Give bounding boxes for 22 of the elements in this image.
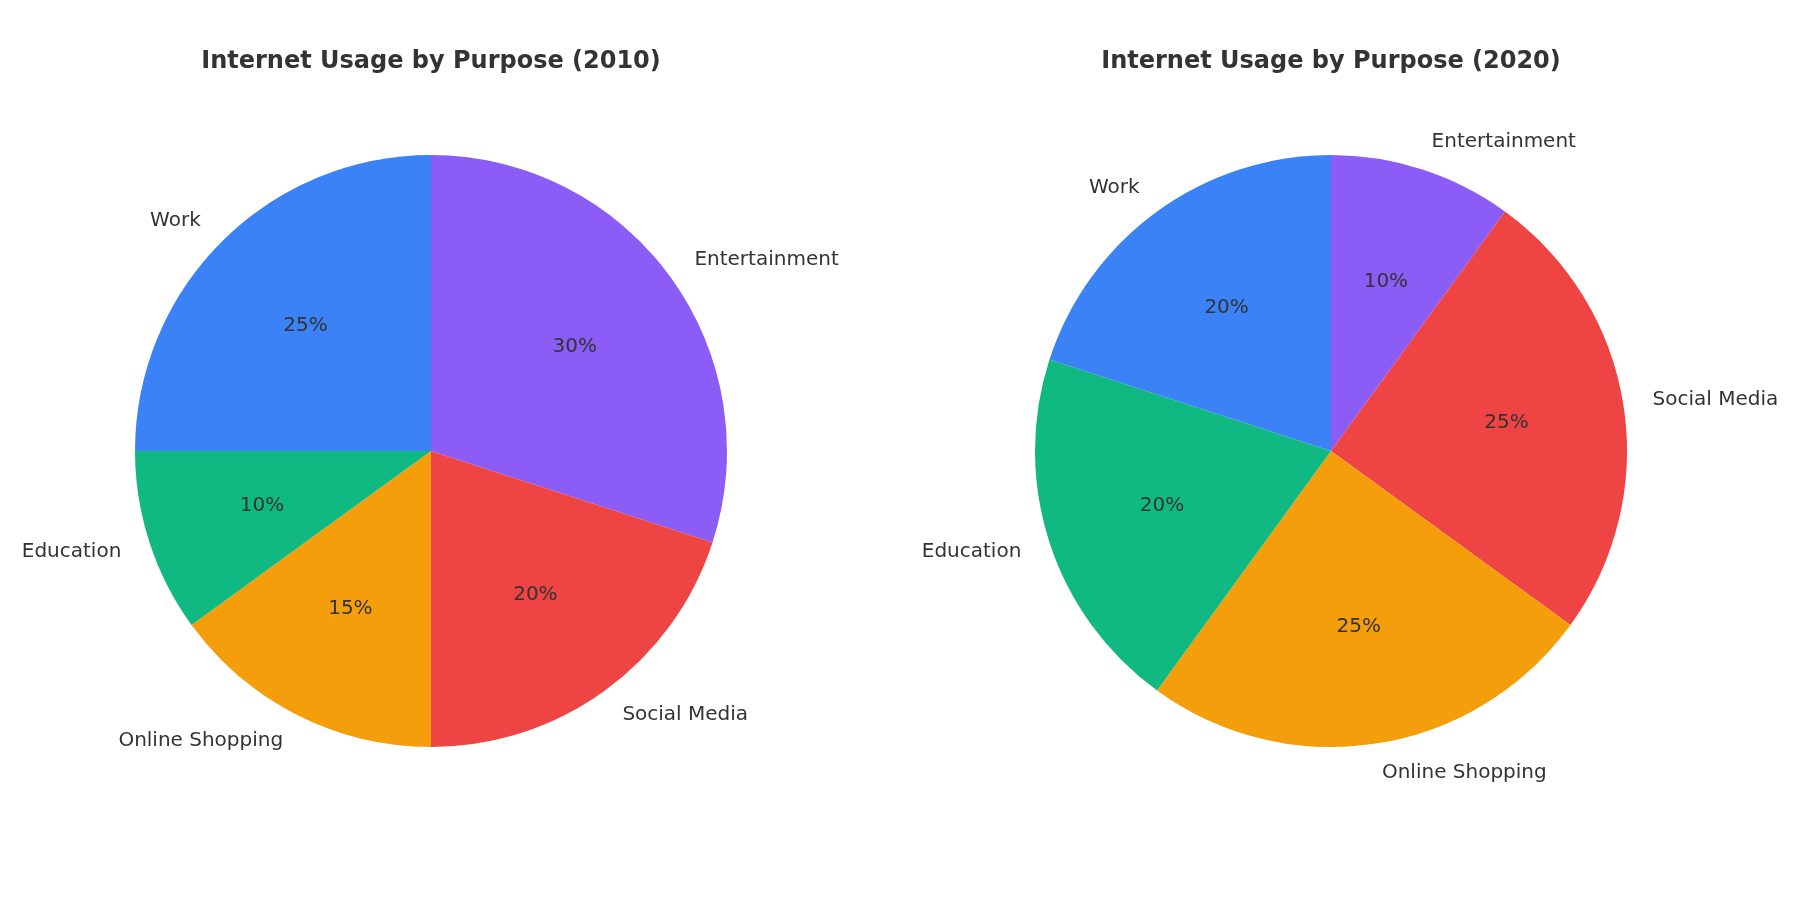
- data-label: 25%: [1484, 409, 1529, 434]
- data-label: 10%: [1363, 268, 1409, 293]
- data-label: 25%: [283, 311, 328, 336]
- data-label: 20%: [513, 580, 558, 605]
- data-label: 20%: [1204, 293, 1249, 318]
- slice-label: Work: [1088, 173, 1141, 198]
- data-label: 20%: [1139, 492, 1185, 517]
- slice-label: Education: [921, 537, 1022, 562]
- slice-label: Work: [150, 206, 202, 231]
- data-label: 25%: [1336, 612, 1382, 637]
- data-label: 15%: [328, 595, 373, 620]
- slice-label: Social Media: [1652, 386, 1779, 411]
- slice-label: Online Shopping: [1381, 758, 1547, 783]
- slice-label: Online Shopping: [118, 727, 284, 752]
- chart-title: Internet Usage by Purpose (2010): [201, 46, 661, 75]
- data-label: 10%: [239, 492, 285, 517]
- slice-label: Entertainment: [694, 245, 839, 270]
- slice-label: Social Media: [622, 700, 749, 725]
- slice-label: Entertainment: [1431, 127, 1577, 152]
- chart-title: Internet Usage by Purpose (2020): [1101, 46, 1561, 75]
- slice-label: Education: [21, 537, 122, 562]
- data-label: 30%: [552, 332, 597, 357]
